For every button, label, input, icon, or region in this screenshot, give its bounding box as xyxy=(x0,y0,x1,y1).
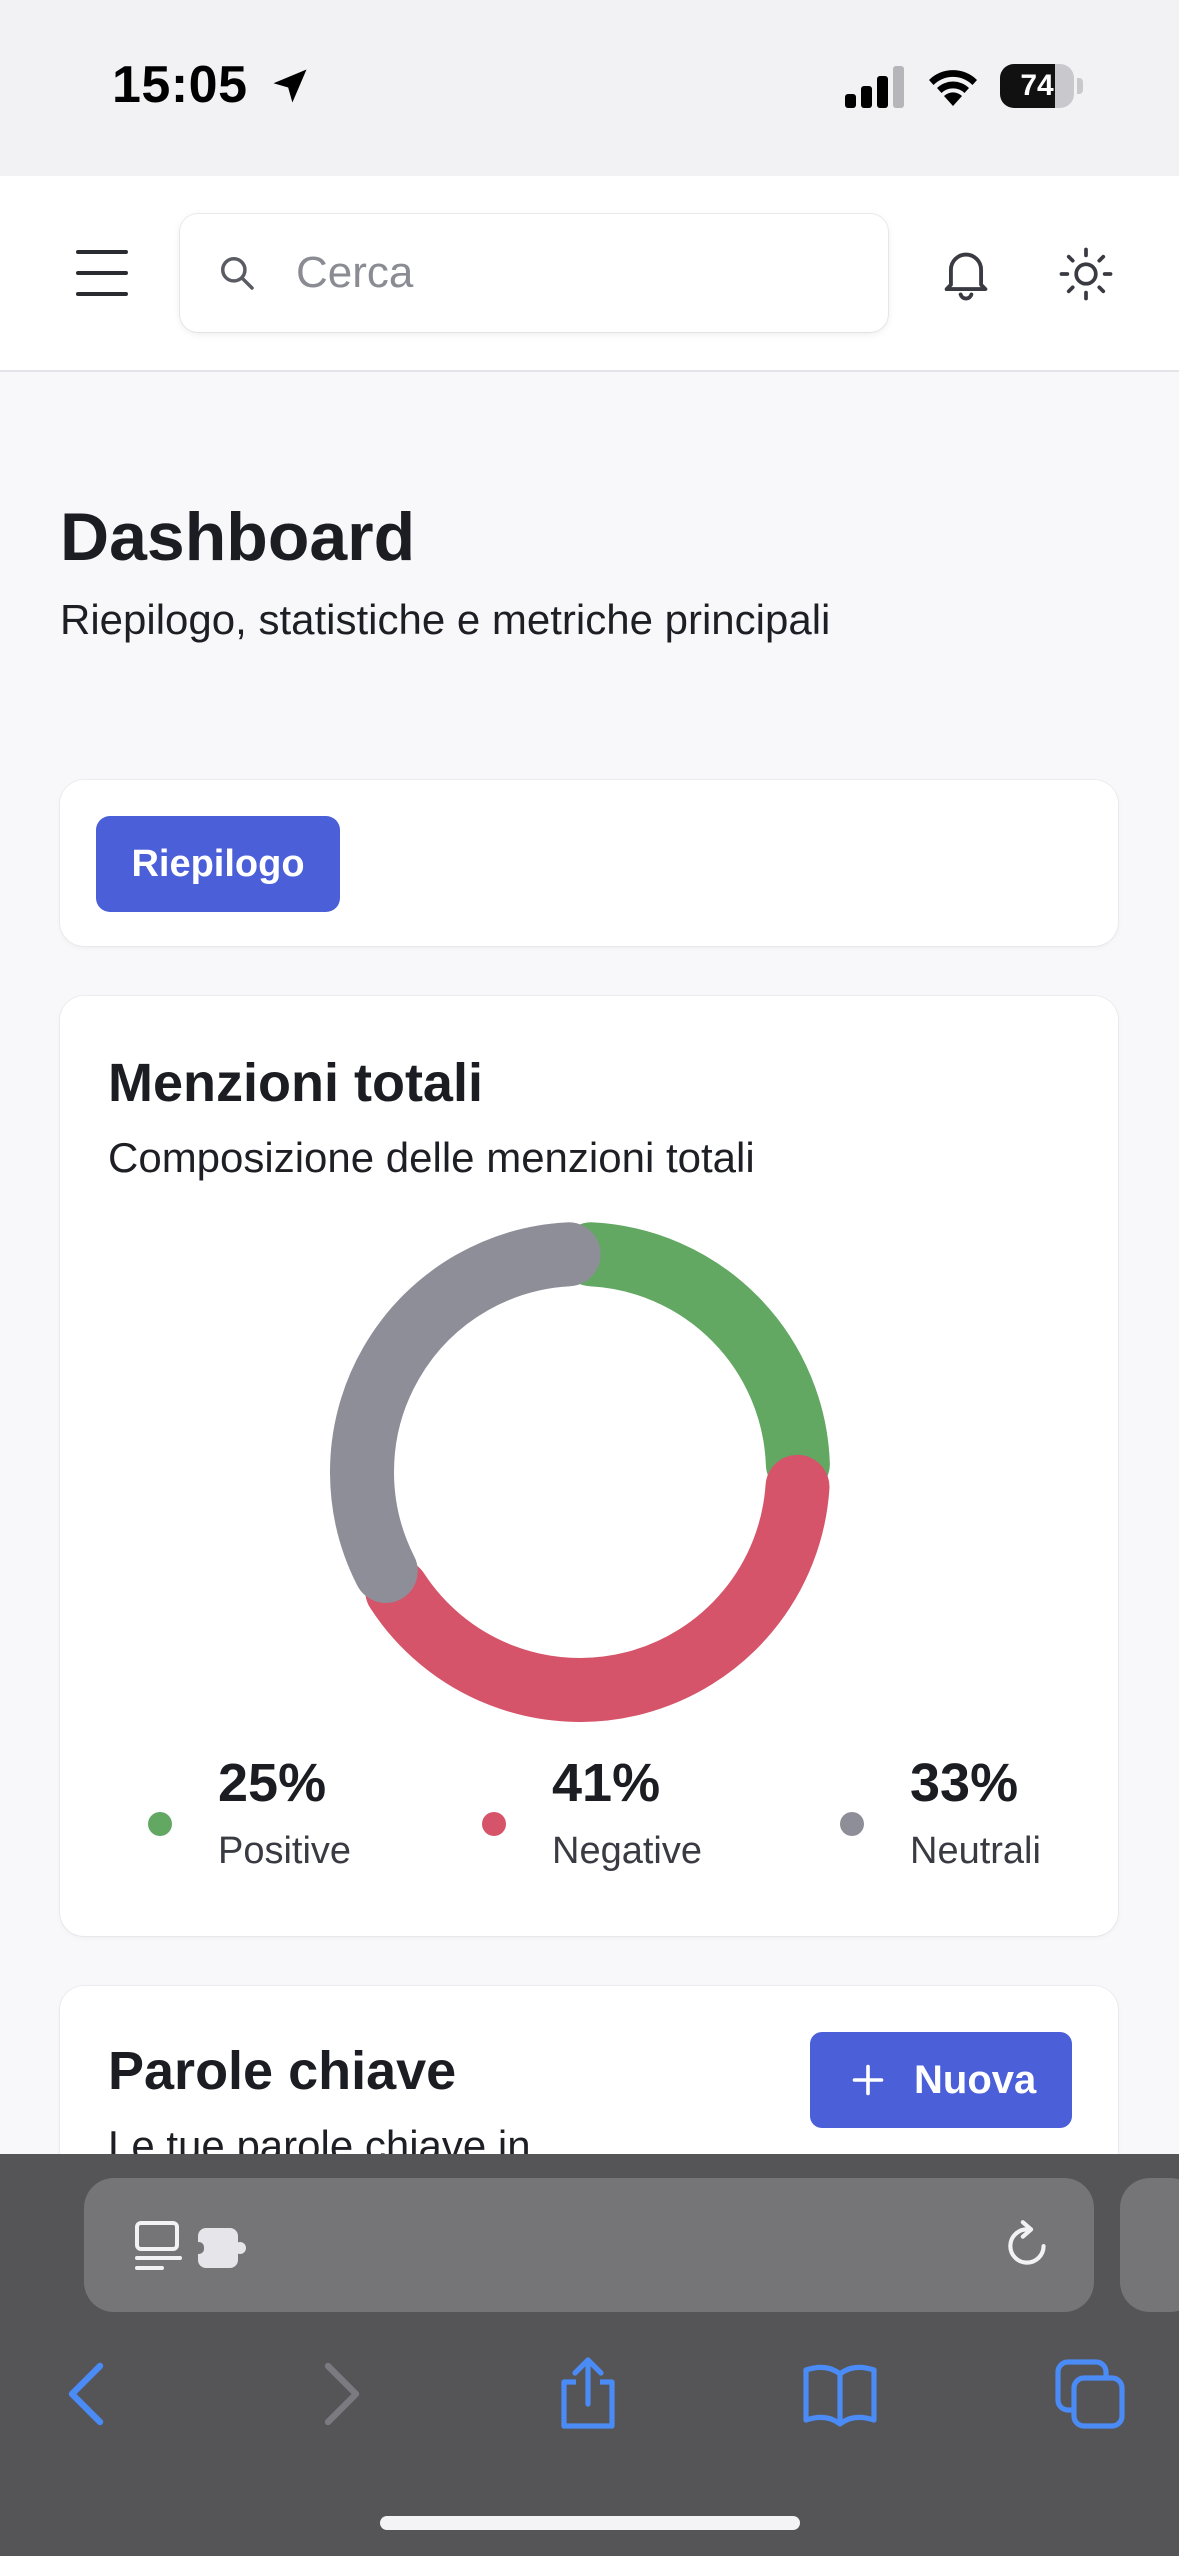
search-box[interactable] xyxy=(180,214,888,332)
bookmarks-icon[interactable] xyxy=(800,2354,880,2434)
tab-riepilogo[interactable]: Riepilogo xyxy=(96,816,340,912)
search-icon xyxy=(221,257,254,290)
legend-item-positive: 25% Positive xyxy=(148,1752,448,1892)
next-tab-preview[interactable] xyxy=(1120,2178,1179,2312)
forward-icon[interactable] xyxy=(300,2354,380,2434)
page-title: Dashboard xyxy=(60,499,416,575)
legend-value-negative: 41% xyxy=(552,1753,661,1813)
tabs-icon[interactable] xyxy=(1050,2354,1130,2434)
legend-label-neutral: Neutrali xyxy=(910,1830,1041,1872)
battery-icon: 74 xyxy=(1000,64,1083,108)
legend-item-negative: 41% Negative xyxy=(482,1752,782,1892)
new-keyword-button[interactable]: Nuova xyxy=(810,2032,1072,2128)
legend-value-positive: 25% xyxy=(218,1753,327,1813)
address-bar[interactable] xyxy=(84,2178,1094,2312)
legend-dot-neutral xyxy=(840,1812,864,1836)
battery-tip xyxy=(1077,78,1083,94)
slice-negative xyxy=(365,1454,830,1722)
page-subtitle: Riepilogo, statistiche e metriche princi… xyxy=(60,596,831,643)
reader-icon[interactable] xyxy=(134,2220,184,2274)
legend-value-neutral: 33% xyxy=(910,1753,1019,1813)
legend-dot-positive xyxy=(148,1812,172,1836)
search-input[interactable] xyxy=(296,238,856,308)
legend-item-neutral: 33% Neutrali xyxy=(840,1752,1140,1892)
status-time: 15:05 xyxy=(112,56,248,114)
sun-icon[interactable] xyxy=(1058,246,1114,302)
mentions-title: Menzioni totali xyxy=(108,1053,483,1113)
mentions-subtitle: Composizione delle menzioni totali xyxy=(108,1134,755,1181)
slice-positive xyxy=(559,1222,830,1497)
location-arrow-icon xyxy=(273,69,307,103)
cellular-signal-icon xyxy=(845,66,904,108)
slice-neutral xyxy=(330,1222,601,1603)
legend-dot-negative xyxy=(482,1812,506,1836)
keywords-title: Parole chiave xyxy=(108,2041,457,2101)
mentions-donut-chart xyxy=(330,1222,830,1722)
tabs-card: Riepilogo xyxy=(60,780,1118,946)
legend-label-positive: Positive xyxy=(218,1830,352,1872)
reload-icon[interactable] xyxy=(1002,2218,1054,2272)
home-indicator xyxy=(380,2516,800,2530)
bell-icon[interactable] xyxy=(940,246,992,302)
plus-icon xyxy=(852,2064,884,2096)
battery-body: 74 xyxy=(1000,64,1074,108)
hamburger-menu-icon[interactable] xyxy=(72,248,132,298)
battery-percent: 74 xyxy=(1020,69,1054,102)
mentions-card: Menzioni totali Composizione delle menzi… xyxy=(60,996,1118,1936)
app-header xyxy=(0,176,1179,372)
status-bar: 15:05 74 xyxy=(0,0,1179,176)
new-keyword-label: Nuova xyxy=(914,2058,1037,2102)
extension-icon[interactable] xyxy=(198,2228,248,2268)
wifi-icon xyxy=(929,70,977,106)
battery-fill xyxy=(1000,64,1055,108)
share-icon[interactable] xyxy=(548,2354,628,2434)
back-icon[interactable] xyxy=(48,2354,128,2434)
browser-toolbar xyxy=(0,2154,1179,2556)
legend-label-negative: Negative xyxy=(552,1830,702,1872)
